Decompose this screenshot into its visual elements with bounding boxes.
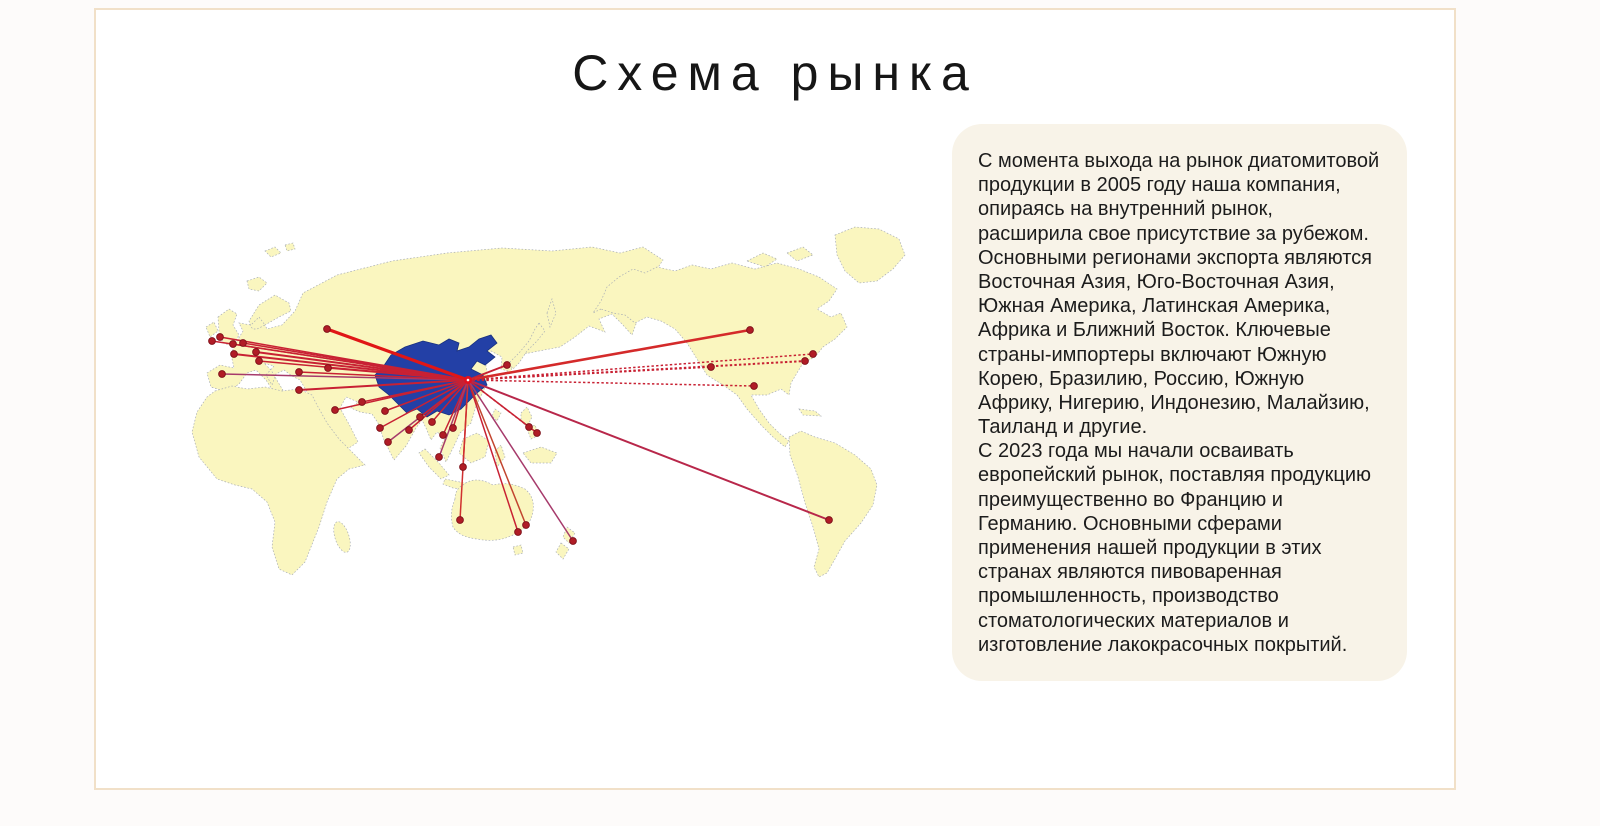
island-taiwan [491,408,502,422]
market-dot-namerica-us-east [801,357,809,365]
market-dot-asia-myanmar [428,418,436,426]
island-ireland [205,321,219,338]
trade-route-europe-netherlands [242,342,469,381]
trade-route-europe-spain [221,373,469,381]
market-dot-asia-vietnam [449,424,457,432]
island-japan [508,322,546,370]
trade-route-europe-turkey [327,367,469,381]
market-dot-europe-spain [218,370,226,378]
trade-route-oceania-melbourne [467,379,519,533]
island-new-guinea [522,446,558,464]
market-dot-asia-south-korea [503,361,511,369]
market-dot-samerica-brazil [825,516,833,524]
trade-route-samerica-brazil [467,379,830,521]
market-dot-europe-germany [252,348,260,356]
continent-south-america [788,430,878,578]
continent-north-america [591,262,848,448]
market-dot-asia-bangladesh [416,413,424,421]
island-cuba [798,408,823,417]
hub-dot-center [466,378,470,382]
trade-route-asia-india-west [379,379,469,429]
market-description-text: С момента выхода на рынок диатомитовой п… [978,150,1380,656]
market-dot-namerica-nova-scotia [809,350,817,358]
trade-route-oceania-new-zealand [467,379,574,542]
market-dot-russia-moscow [323,325,331,333]
market-dot-asia-india-east [405,426,413,434]
market-dot-oceania-melbourne [514,528,522,536]
trade-route-asia-south-korea [467,364,508,381]
market-dot-mideast-gulf [358,398,366,406]
trade-route-namerica-canada [467,328,751,382]
market-dot-asia-philippines-n [525,423,533,431]
island-tasmania [512,544,524,556]
market-dot-europe-france [230,350,238,358]
trade-route-europe-balkans [298,371,469,381]
market-dot-namerica-us-west [707,363,715,371]
market-dot-asia-india-west [376,424,384,432]
island-iceland [246,276,268,292]
market-dot-europe-turkey [324,364,332,372]
slide-canvas: Схема рынка [94,8,1456,790]
trade-route-mideast-gulf [361,379,469,403]
trade-route-namerica-us-east [467,360,806,381]
trade-route-namerica-us-south [467,379,755,387]
market-dot-europe-uk-west [216,333,224,341]
market-dot-asia-india-south [384,438,392,446]
market-dot-asia-indonesia [459,463,467,471]
world-export-map [187,217,957,627]
island-greenland [834,226,906,284]
market-dot-oceania-new-zealand [569,537,577,545]
island-sumatra [418,448,450,480]
market-dot-europe-ireland [208,337,216,345]
market-dot-oceania-sydney [522,521,530,529]
market-dots-layer [208,325,833,545]
island-sakhalin [546,297,557,329]
market-dot-namerica-us-south [750,382,758,390]
trade-route-asia-philippines-s [467,379,538,434]
market-dot-europe-uk [229,340,237,348]
market-dot-namerica-canada [746,326,754,334]
island-borneo [458,432,490,464]
island-sulawesi [494,444,506,468]
market-dot-europe-balkans [295,368,303,376]
trade-route-oceania-sydney [467,379,527,526]
trade-route-asia-myanmar [431,379,469,423]
continent-australia [451,479,534,541]
market-dot-europe-switzerland [255,357,263,365]
market-description-panel: С момента выхода на рынок диатомитовой п… [952,124,1407,681]
market-dot-mideast-saudi [331,406,339,414]
market-dot-asia-philippines-s [533,429,541,437]
market-dot-asia-pakistan [381,407,389,415]
island-svalbard [264,242,296,258]
trade-route-asia-pakistan [384,379,469,412]
world-map-svg [191,226,906,578]
trade-route-oceania-perth [459,379,469,521]
continents-layer [191,226,906,578]
trade-route-europe-germany [255,351,469,381]
trade-route-russia-moscow [326,327,469,382]
export-routes-layer [211,327,830,542]
island-new-zealand [555,526,576,560]
market-dot-asia-malaysia [435,453,443,461]
islands-canadian-arctic [746,246,814,268]
market-dot-mideast-egypt [295,386,303,394]
trade-route-mideast-egypt [298,379,469,391]
market-dot-asia-thailand [439,431,447,439]
trade-route-asia-malaysia [438,379,469,458]
island-madagascar [333,521,351,553]
page-title: Схема рынка [572,45,978,101]
trade-route-asia-bangladesh [419,379,469,418]
market-dot-europe-netherlands [239,339,247,347]
market-dot-oceania-perth [456,516,464,524]
